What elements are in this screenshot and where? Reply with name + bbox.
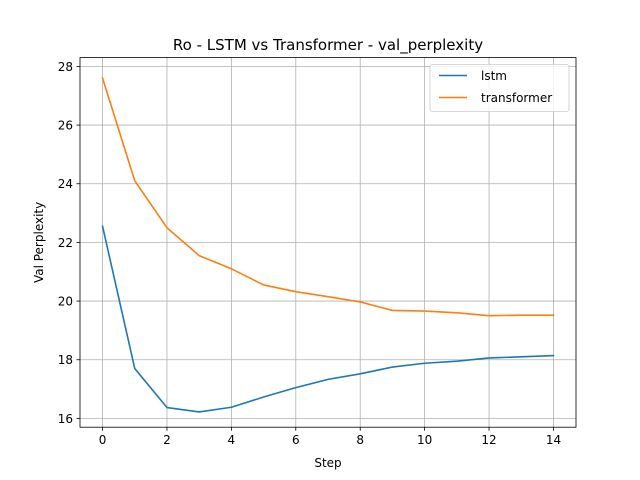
x-axis: 0 2 4 6 8 10 12 14 xyxy=(99,427,561,447)
y-tick-label: 26 xyxy=(58,119,73,133)
x-tick-label: 6 xyxy=(292,433,300,447)
x-tick-label: 2 xyxy=(163,433,171,447)
x-tick-label: 4 xyxy=(228,433,236,447)
y-tick-label: 28 xyxy=(58,60,73,74)
legend-label-transformer: transformer xyxy=(481,91,552,105)
x-tick-label: 8 xyxy=(356,433,364,447)
y-tick-label: 20 xyxy=(58,295,73,309)
x-tick-label: 0 xyxy=(99,433,107,447)
y-tick-label: 18 xyxy=(58,353,73,367)
series-layer xyxy=(101,77,555,413)
transformer-series-line xyxy=(101,77,555,317)
x-tick-label: 14 xyxy=(546,433,561,447)
y-tick-label: 16 xyxy=(58,412,73,426)
y-axis: 16 18 20 22 24 26 28 xyxy=(58,60,80,426)
x-tick-label: 10 xyxy=(417,433,432,447)
x-tick-label: 12 xyxy=(481,433,496,447)
legend-label-lstm: lstm xyxy=(481,69,507,83)
legend: lstm transformer xyxy=(429,64,570,112)
y-tick-label: 22 xyxy=(58,236,73,250)
lstm-series-line xyxy=(101,225,555,413)
chart-title: Ro - LSTM vs Transformer - val_perplexit… xyxy=(173,36,483,55)
grid-lines xyxy=(80,57,576,428)
y-axis-label: Val Perplexity xyxy=(32,202,46,283)
y-tick-label: 24 xyxy=(58,177,73,191)
x-axis-label: Step xyxy=(314,456,341,470)
